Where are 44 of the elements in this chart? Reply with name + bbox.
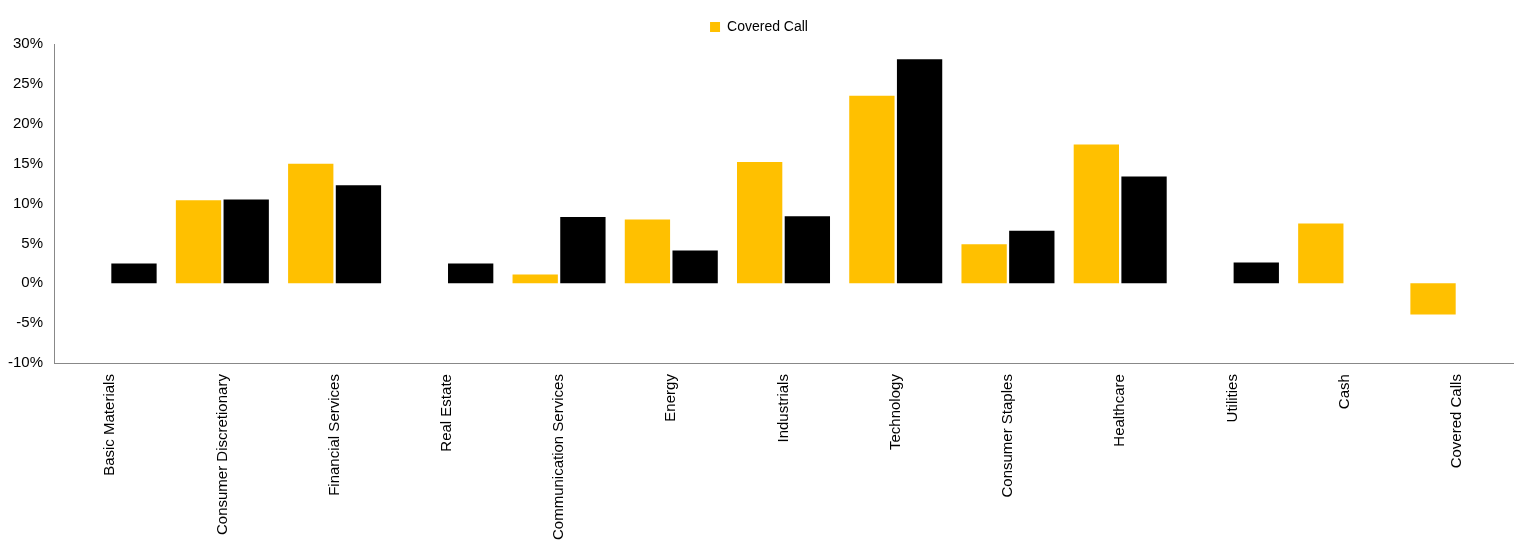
bar xyxy=(672,250,718,284)
y-tick-label: -5% xyxy=(16,313,44,331)
x-tick-label: Covered Calls xyxy=(1447,374,1465,469)
y-tick-label: -10% xyxy=(7,353,44,371)
bar xyxy=(335,185,382,284)
bar xyxy=(1073,144,1119,284)
x-tick-label: Real Estate xyxy=(436,374,454,452)
bar xyxy=(737,162,783,284)
x-tick-label: Communication Services xyxy=(549,374,567,541)
bar xyxy=(288,163,334,284)
y-tick-label: 25% xyxy=(12,74,44,92)
x-tick-label: Industrials xyxy=(773,374,791,443)
bar xyxy=(1121,176,1167,284)
x-tick-label: Financial Services xyxy=(324,374,342,496)
bar xyxy=(961,244,1007,284)
x-tick-label: Consumer Staples xyxy=(998,374,1016,498)
legend-label: Covered Call xyxy=(727,17,808,34)
bar xyxy=(624,219,671,284)
y-tick-label: 5% xyxy=(21,233,44,251)
x-tick-label: Technology xyxy=(885,373,903,450)
bar xyxy=(175,200,222,284)
x-tick-label: Energy xyxy=(661,373,679,422)
bar xyxy=(111,263,157,284)
x-tick-label: Healthcare xyxy=(1110,374,1128,447)
bar xyxy=(896,59,943,284)
bar xyxy=(1009,230,1055,284)
bar xyxy=(448,263,494,284)
bar xyxy=(1298,223,1344,284)
y-tick-label: 20% xyxy=(12,113,44,131)
y-tick-label: 30% xyxy=(12,34,44,52)
bar xyxy=(512,274,558,284)
bar xyxy=(223,199,269,284)
x-tick-label: Cash xyxy=(1334,374,1352,410)
bar xyxy=(1410,283,1456,315)
x-tick-label: Utilities xyxy=(1222,374,1240,423)
y-tick-label: 0% xyxy=(21,273,44,291)
x-tick-label: Basic Materials xyxy=(100,374,118,476)
x-tick-label: Consumer Discretionary xyxy=(212,373,230,535)
bar xyxy=(784,216,831,284)
bar xyxy=(560,217,606,284)
y-tick-label: 10% xyxy=(12,193,44,211)
bar xyxy=(849,95,895,284)
bar xyxy=(1233,262,1279,284)
y-tick-label: 15% xyxy=(12,153,44,171)
